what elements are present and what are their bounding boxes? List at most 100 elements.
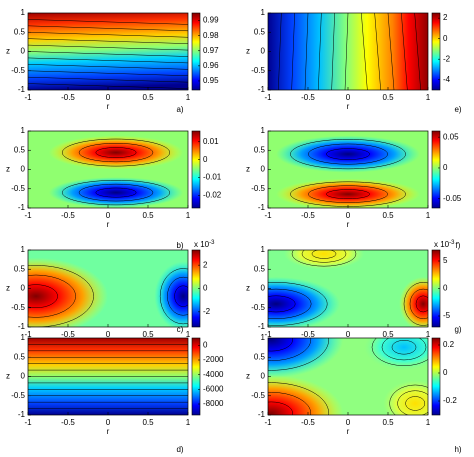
x-tick-label: 0 — [346, 330, 351, 339]
scale-exponent: -3 — [449, 240, 455, 246]
contour-line — [268, 338, 294, 352]
x-tick-label: -1 — [264, 330, 272, 339]
contour-line — [344, 13, 349, 90]
colorbar-tick-label: -2000 — [203, 355, 224, 364]
x-tick-label: -1 — [24, 211, 32, 220]
x-tick-label: 1 — [426, 211, 431, 220]
contour-line — [268, 382, 330, 415]
contour-panel: -1 -0.5 0 0.5 1 -1 -0.5 0 0.5 1 r z -4 -2 0 2 e) — [246, 8, 462, 114]
x-tick-label: -0.5 — [301, 93, 315, 102]
x-tick-label: 0 — [106, 418, 111, 427]
y-tick-label: 1 — [21, 245, 26, 254]
contour-line — [78, 183, 154, 202]
x-tick-label: -0.5 — [61, 93, 75, 102]
contour-panel: -1 -0.5 0 0.5 1 -1 -0.5 0 0.5 1 r z -0.05 0 0.05 f) — [246, 126, 462, 250]
colorbar-tick-label: -4 — [443, 75, 451, 84]
y-tick-label: -0.5 — [11, 391, 25, 400]
x-axis-label: r — [107, 427, 110, 436]
contour-line — [268, 338, 330, 371]
x-tick-label: 1 — [426, 330, 431, 339]
y-tick-label: -1 — [18, 322, 26, 331]
contour-line — [403, 282, 428, 326]
x-axis-label: r — [107, 102, 110, 111]
x-tick-label: 0.5 — [382, 330, 394, 339]
y-tick-label: 0 — [21, 372, 26, 381]
x-axis-label: r — [347, 102, 350, 111]
contour-field — [28, 250, 188, 327]
panel-label: d) — [176, 445, 183, 454]
x-tick-label: 1 — [186, 93, 191, 102]
colorbar-tick-label: -8000 — [203, 399, 224, 408]
x-axis-label: r — [347, 220, 350, 229]
contour-field — [28, 13, 188, 90]
field-background — [268, 13, 428, 90]
colorbar-tick-label: -6000 — [203, 384, 224, 393]
panel-label: f) — [456, 241, 461, 250]
contour-line — [174, 285, 188, 307]
colorbar-tick-label: 0.01 — [203, 137, 219, 146]
y-tick-label: 0 — [21, 47, 26, 56]
y-tick-label: 1 — [21, 8, 26, 17]
field-blob — [268, 276, 340, 327]
contour-line — [78, 142, 154, 163]
colorbar-tick-label: -0.02 — [203, 191, 222, 200]
contour-line — [278, 13, 282, 90]
contour-line — [387, 13, 395, 90]
contour-line — [268, 282, 328, 326]
colorbar-tick-label: 2 — [203, 260, 208, 269]
scale-base: x 10 — [434, 240, 450, 249]
field-blob — [276, 178, 420, 208]
x-tick-label: 0.5 — [142, 330, 154, 339]
y-axis-label: z — [6, 47, 10, 56]
y-tick-label: 0.5 — [254, 264, 266, 273]
colorbar-tick-label: 5 — [443, 256, 448, 265]
scale-base: x 10 — [194, 240, 210, 249]
colorbar-tick-label: -5 — [443, 311, 451, 320]
y-tick-label: -1 — [18, 85, 26, 94]
x-tick-label: -0.5 — [301, 418, 315, 427]
contour-line — [308, 143, 388, 165]
colorbar-tick-label: 0 — [203, 284, 208, 293]
y-tick-label: 0.5 — [14, 264, 26, 273]
colorbar — [191, 130, 201, 209]
colorbar-tick-label: -2 — [203, 307, 211, 316]
y-axis-label: z — [6, 372, 10, 381]
y-tick-label: -0.5 — [251, 66, 265, 75]
scale-exponent: -3 — [209, 240, 215, 246]
y-axis-label: z — [246, 47, 250, 56]
x-tick-label: 1 — [426, 418, 431, 427]
x-tick-label: -1 — [24, 93, 32, 102]
field-background — [28, 13, 188, 90]
colorbar-tick-label: -0.2 — [443, 396, 457, 405]
y-tick-label: -0.5 — [11, 66, 25, 75]
contour-line — [405, 396, 426, 411]
y-tick-label: 1 — [261, 126, 266, 135]
contour-line — [331, 13, 335, 90]
y-tick-label: 0.5 — [254, 352, 266, 361]
colorbar-tick-label: 0 — [203, 155, 208, 164]
y-tick-label: -0.5 — [251, 184, 265, 193]
y-tick-label: 1 — [21, 333, 26, 342]
x-tick-label: -0.5 — [301, 330, 315, 339]
y-tick-label: 0 — [261, 284, 266, 293]
contour-line — [28, 51, 188, 57]
colorbar-tick-label: 0.05 — [443, 132, 459, 141]
contour-line — [381, 338, 427, 361]
contour-line — [401, 13, 408, 90]
colorbar-tick-label: 0.99 — [203, 16, 219, 25]
contour-line — [28, 25, 188, 32]
y-tick-label: -1 — [258, 85, 266, 94]
contour-panel: -1 -0.5 0 0.5 1 -1 -0.5 0 0.5 1 r z -0.02 -0.01 0 0.01 b… — [6, 126, 222, 250]
y-tick-label: -1 — [18, 410, 26, 419]
contour-line — [28, 274, 76, 318]
panel-label: a) — [176, 105, 183, 114]
contour-line — [61, 180, 171, 206]
field-blob — [268, 338, 344, 379]
y-tick-label: -0.5 — [11, 303, 25, 312]
contour-line — [301, 250, 347, 263]
contour-line — [28, 44, 188, 51]
y-axis-label: z — [246, 372, 250, 381]
colorbar-tick-label: -2 — [443, 54, 451, 63]
